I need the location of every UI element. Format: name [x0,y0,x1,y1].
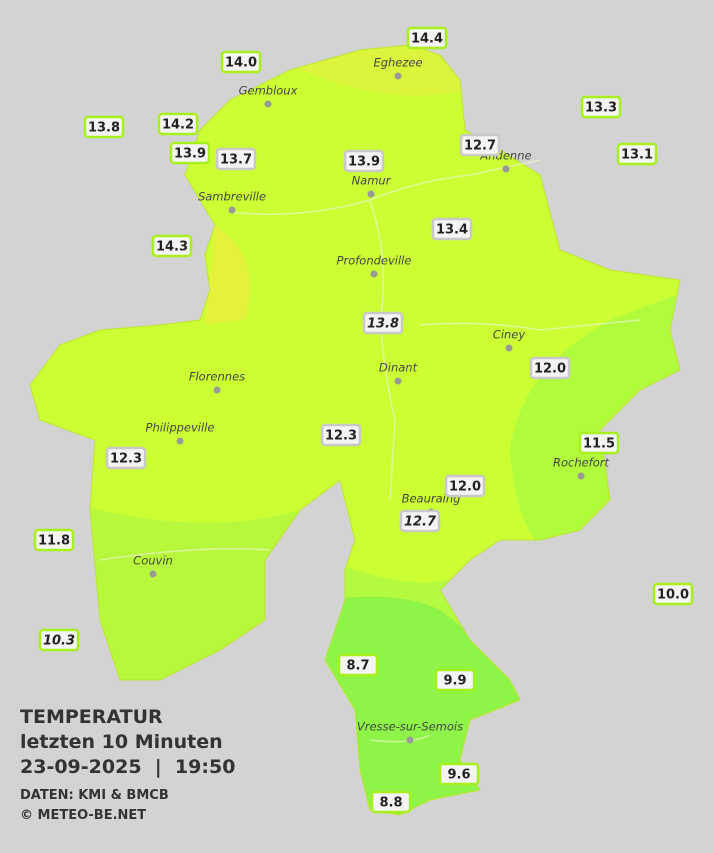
station-box [406,26,448,50]
station-value: 10.3 [43,634,75,649]
station-value: 13.8 [88,121,120,136]
city-dot [394,377,402,385]
zone [205,225,251,325]
station-value: 12.0 [449,480,481,495]
station-box [337,653,379,677]
station-box [362,311,404,335]
station-box [580,95,622,119]
city-label: Couvin [133,554,173,568]
station-value: 13.3 [585,101,617,116]
city-dot [577,472,585,480]
station-box [529,356,571,380]
station-value: 9.9 [443,674,466,689]
station-value: 14.4 [411,32,443,47]
city-dot [149,570,157,578]
timestamp: 23-09-2025 | 19:50 [20,756,235,778]
station-value: 13.7 [220,153,252,168]
station-box [220,50,262,74]
station-box [343,149,385,173]
station-box [169,141,211,165]
station-box [38,628,80,652]
station-value: 12.7 [404,515,437,530]
city-label: Rochefort [553,456,610,470]
station-box [444,474,486,498]
city-dot [394,72,402,80]
station-value: 11.5 [583,437,615,452]
station-box [459,133,501,157]
city-label: Gembloux [239,84,298,98]
city-dot [502,165,510,173]
city-label: Sambreville [198,190,266,204]
station-value: 8.7 [346,659,369,674]
station-box [434,668,476,692]
city-dot [367,190,375,198]
station-box [320,423,362,447]
stations: 14.4 14.0 13.3 13.8 14.2 12.7 13.9 13.7 13.9 13.1… [33,26,694,814]
city-label: Dinant [379,361,418,375]
station-value: 11.8 [38,534,70,549]
city-dot [505,344,513,352]
city-dot [406,736,414,744]
city-dot [228,206,236,214]
copyright: © METEO-BE.NET [20,808,146,823]
station-box [438,762,480,786]
city-dot [370,270,378,278]
title: TEMPERATUR [20,706,163,728]
city-label: Vresse-sur-Semois [357,720,463,734]
city-label: Eghezee [373,56,422,70]
station-value: 13.8 [367,317,399,332]
station-box [33,528,75,552]
station-box [652,582,694,606]
city-dot [213,386,221,394]
city-label: Philippeville [146,421,215,435]
station-value: 13.4 [436,223,468,238]
station-box [578,431,620,455]
station-box [431,217,473,241]
station-value: 12.3 [110,452,142,467]
station-value: 10.0 [657,588,689,603]
station-box [83,115,125,139]
city-label: Profondeville [337,254,412,268]
station-value: 12.3 [325,429,357,444]
station-value: 14.3 [156,240,188,255]
station-value: 14.2 [162,118,194,133]
station-box [215,147,257,171]
city-label: Florennes [189,370,245,384]
station-value: 14.0 [225,56,257,71]
station-box [370,790,412,814]
station-value: 13.9 [348,155,380,170]
station-value: 9.6 [447,768,470,783]
city-dot [264,100,272,108]
station-value: 12.7 [464,139,496,154]
city-label: Ciney [493,328,526,342]
station-value: 13.1 [621,148,653,163]
station-box [157,112,199,136]
station-value: 13.9 [174,147,206,162]
station-box [616,142,658,166]
subtitle: letzten 10 Minuten [20,731,223,753]
station-box [105,446,147,470]
station-value: 12.0 [534,362,566,377]
source: DATEN: KMI & BMCB [20,788,169,803]
city-label: Namur [352,174,392,188]
city-dot [176,437,184,445]
station-value: 8.8 [379,796,402,811]
station-box [399,509,441,533]
station-box [151,234,193,258]
